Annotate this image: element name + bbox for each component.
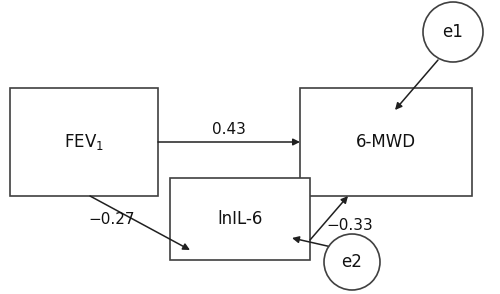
Text: −0.27: −0.27 [89,213,135,228]
Text: e1: e1 [442,23,464,41]
Circle shape [324,234,380,290]
Circle shape [423,2,483,62]
Bar [10,88,158,196]
FancyArrowPatch shape [294,237,336,248]
Text: e2: e2 [342,253,362,271]
Bar [170,178,310,260]
Text: FEV$_1$: FEV$_1$ [64,132,104,152]
Bar [300,88,472,196]
FancyArrowPatch shape [90,196,188,249]
Text: 6-MWD: 6-MWD [356,133,416,151]
Text: 0.43: 0.43 [212,123,246,138]
FancyArrowPatch shape [310,197,347,240]
Text: −0.33: −0.33 [326,218,374,233]
FancyArrowPatch shape [396,60,438,109]
Text: lnIL-6: lnIL-6 [218,210,262,228]
FancyArrowPatch shape [158,139,298,145]
